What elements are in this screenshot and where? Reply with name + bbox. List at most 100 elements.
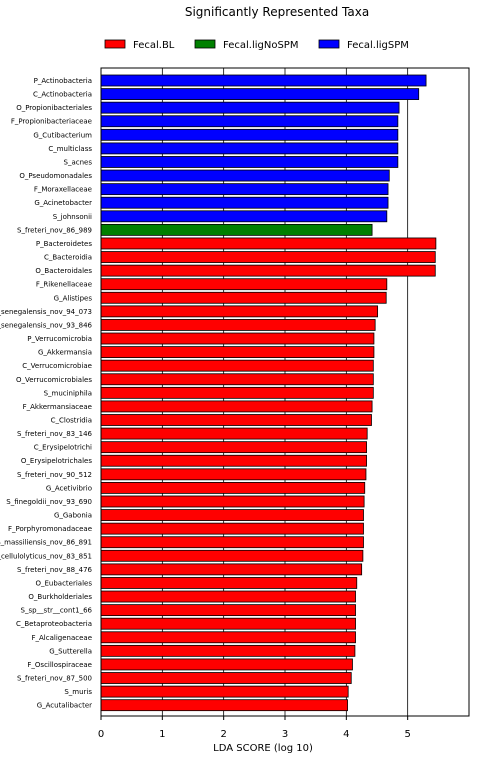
bars — [100, 74, 437, 712]
category-label: F_Alcaligenaceae — [31, 634, 92, 642]
category-label: O_Eubacteriales — [35, 579, 92, 587]
bar-S_johnsonii — [100, 210, 388, 223]
category-label: S_freteri_nov_90_512 — [17, 471, 92, 479]
category-label: F_Oscillospiraceae — [27, 661, 92, 669]
bar-C_Bacteroidia — [100, 251, 436, 263]
x-axis-ticks: 0 1 2 3 4 5 — [98, 716, 411, 740]
bar-S_muris — [100, 685, 349, 698]
category-label: O_Pseudomonadales — [19, 172, 92, 180]
x-tick-label: 4 — [343, 729, 349, 740]
bar-O_Verrucomicrobiales — [100, 373, 374, 386]
category-label: S_cellulolyticus_nov_83_851 — [0, 552, 92, 560]
bar-S_freteri_nov_90_512 — [100, 468, 367, 481]
bar-S_muciniphila — [100, 386, 374, 399]
legend-label: Fecal.ligSPM — [347, 40, 409, 51]
legend: Fecal.BL Fecal.ligNoSPM Fecal.ligSPM — [104, 39, 409, 51]
bar-F_Porphyromonadaceae — [100, 522, 364, 535]
bar-F_Alcaligenaceae — [100, 631, 356, 644]
bar-G_Cutibacterium — [100, 128, 399, 141]
category-label: G_Cutibacterium — [33, 131, 92, 139]
category-label: S_acnes — [64, 158, 93, 166]
category-label: S_freteri_nov_87_500 — [17, 675, 92, 683]
category-label: O_Bacteroidales — [35, 267, 92, 275]
bar-S_senegalensis_nov_93_846 — [100, 319, 376, 331]
category-label: F_Rikenellaceae — [36, 281, 92, 289]
bar-C_Clostridia — [100, 414, 372, 426]
category-label: S_massiliensis_nov_86_891 — [0, 539, 92, 547]
legend-swatch — [194, 39, 216, 49]
bar-G_Acutalibacter — [100, 699, 348, 712]
category-label: P_Bacteroidetes — [36, 240, 92, 248]
x-tick-label: 1 — [159, 729, 165, 740]
category-label: S_senegalensis_nov_94_073 — [0, 308, 92, 316]
category-label: C_Betaproteobacteria — [16, 620, 92, 628]
bar-G_Sutterella — [100, 644, 356, 657]
category-label: P_Actinobacteria — [34, 77, 92, 85]
bar-S_sp__str__cont1_66 — [100, 604, 356, 617]
bar-F_Rikenellaceae — [100, 278, 388, 291]
bar-S_freteri_nov_86_989 — [100, 223, 373, 236]
category-label: O_Erysipelotrichales — [21, 457, 92, 465]
bar-C_Erysipelotrichi — [100, 441, 367, 454]
category-label: C_Erysipelotrichi — [34, 444, 92, 452]
category-label: G_Alistipes — [54, 294, 93, 302]
category-label: F_Moraxellaceae — [34, 186, 92, 194]
bar-G_Gabonia — [100, 509, 364, 521]
category-label: P_Verrucomicrobia — [27, 335, 92, 343]
category-label: O_Verrucomicrobiales — [16, 376, 92, 384]
category-label: F_Porphyromonadaceae — [8, 525, 92, 533]
x-tick-label: 3 — [282, 729, 288, 740]
category-label: G_Gabonia — [54, 512, 92, 520]
category-labels: P_Actinobacteria C_Actinobacteria O_Propio… — [0, 77, 93, 710]
category-label: S_freteri_nov_83_146 — [17, 430, 92, 438]
bar-O_Erysipelotrichales — [100, 454, 367, 467]
legend-swatch — [318, 39, 340, 49]
bar-S_freteri_nov_88_476 — [100, 563, 363, 576]
category-label: G_Acutalibacter — [37, 702, 92, 710]
category-label: F_Akkermansiaceae — [23, 403, 92, 411]
category-label: S_muciniphila — [44, 389, 92, 397]
bar-F_Propionibacteriaceae — [100, 115, 399, 128]
bar-P_Actinobacteria — [100, 74, 427, 87]
category-label: S_muris — [64, 688, 92, 696]
category-label: C_Clostridia — [51, 417, 92, 425]
category-label: C_multiclass — [48, 145, 92, 153]
category-label: S_finegoldii_nov_93_690 — [6, 498, 92, 506]
bar-O_Pseudomonadales — [100, 169, 390, 182]
category-label: S_freteri_nov_88_476 — [17, 566, 92, 574]
category-label: S_johnsonii — [53, 213, 92, 221]
category-label: S_senegalensis_nov_93_846 — [0, 321, 93, 329]
bar-G_Alistipes — [100, 291, 387, 304]
category-label: O_Propionibacteriales — [16, 104, 92, 112]
bar-P_Verrucomicrobia — [100, 332, 375, 345]
bar-O_Bacteroidales — [100, 264, 436, 277]
bar-C_Betaproteobacteria — [100, 617, 356, 630]
category-label: G_Akkermansia — [38, 349, 92, 357]
category-label: S_freteri_nov_86_989 — [17, 226, 92, 234]
legend-label: Fecal.ligNoSPM — [223, 40, 298, 51]
bar-G_Acinetobacter — [100, 196, 389, 209]
bar-O_Burkholderiales — [100, 590, 356, 603]
bar-P_Bacteroidetes — [100, 237, 437, 250]
bar-F_Akkermansiaceae — [100, 400, 373, 413]
chart-title: Significantly Represented Taxa — [185, 5, 369, 19]
x-tick-label: 2 — [220, 729, 226, 740]
x-tick-label: 5 — [404, 729, 410, 740]
bar-C_multiclass — [100, 142, 399, 155]
category-label: S_sp__str__cont1_66 — [21, 607, 93, 615]
category-label: F_Propionibacteriaceae — [11, 118, 92, 126]
category-label: O_Burkholderiales — [28, 593, 92, 601]
legend-swatch — [104, 39, 126, 49]
bar-S_freteri_nov_83_146 — [100, 427, 368, 440]
category-label: G_Sutterella — [49, 647, 92, 655]
category-label: C_Actinobacteria — [33, 91, 92, 99]
bar-G_Acetivibrio — [100, 481, 366, 494]
bar-F_Oscillospiraceae — [100, 658, 353, 671]
legend-label: Fecal.BL — [133, 40, 175, 51]
x-axis-label: LDA SCORE (log 10) — [213, 743, 313, 754]
bar-S_senegalensis_nov_94_073 — [100, 305, 379, 318]
x-tick-label: 0 — [98, 729, 104, 740]
category-label: G_Acinetobacter — [34, 199, 92, 207]
bar-S_freteri_nov_87_500 — [100, 672, 352, 684]
category-label: C_Verrucomicrobiae — [22, 362, 92, 370]
